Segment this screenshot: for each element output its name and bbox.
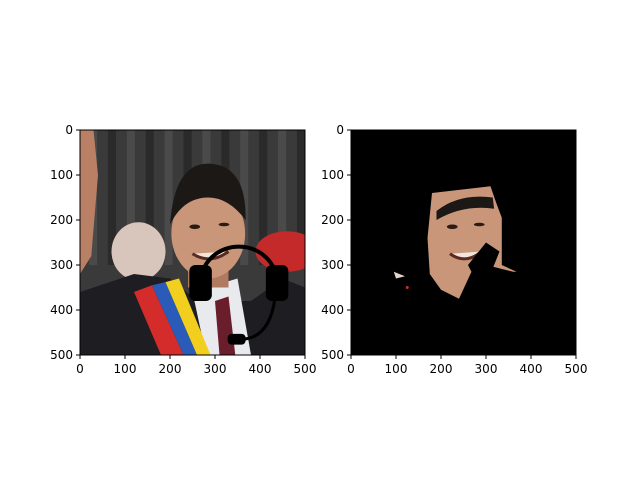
right-ytick-label: 100 (321, 168, 344, 182)
left-xtick-label: 100 (114, 362, 137, 376)
headset-earcup-right (265, 265, 289, 301)
curtain-stripe (259, 130, 268, 265)
mask-face-region (427, 186, 517, 299)
right-ytick-label: 500 (321, 348, 344, 362)
headset-earcup-left (189, 265, 212, 301)
curtain-stripe (145, 130, 154, 265)
right-xtick-label: 300 (475, 362, 498, 376)
left-xtick-label: 200 (159, 362, 182, 376)
sash-yellow (165, 278, 211, 355)
left-xtick-label: 300 (204, 362, 227, 376)
mask-speck (393, 271, 405, 279)
headset-icon (189, 244, 289, 345)
right-xtick-label: 200 (430, 362, 453, 376)
left-ytick-label: 300 (50, 258, 73, 272)
background-red-cap (255, 231, 305, 272)
right-axes-frame (350, 129, 577, 356)
right-ytick-label: 400 (321, 303, 344, 317)
curtain-stripe (240, 130, 249, 265)
headset-mic (227, 333, 246, 345)
left-ytick-label: 200 (50, 213, 73, 227)
mask-headset-cutout (468, 242, 500, 279)
right-xtick-label: 0 (347, 362, 355, 376)
left-axes-frame (79, 129, 306, 356)
right-ytick-label: 0 (336, 123, 344, 137)
sash-red (134, 285, 184, 355)
left-ytick-label: 100 (50, 168, 73, 182)
left-xtick-label: 400 (249, 362, 272, 376)
background-person-head (111, 222, 166, 281)
hair (170, 163, 246, 225)
right-xtick-label: 100 (385, 362, 408, 376)
right-xtick-label: 500 (565, 362, 588, 376)
curtain-stripe (296, 130, 305, 265)
left-ytick-label: 0 (65, 123, 73, 137)
right-ytick-label: 300 (321, 258, 344, 272)
right-eye (218, 222, 230, 227)
left-photo (80, 130, 305, 355)
left-ytick-label: 400 (50, 303, 73, 317)
sash-blue (152, 282, 197, 355)
curtain-stripe (126, 130, 135, 265)
mask-speck-red (405, 286, 409, 289)
left-eye (189, 224, 201, 229)
mask-hairline (436, 196, 495, 220)
mask-right-eye (473, 222, 485, 227)
right-xtick-label: 400 (520, 362, 543, 376)
right-ytick-label: 200 (321, 213, 344, 227)
face (171, 188, 246, 279)
curtain-stripe (164, 130, 173, 265)
left-xtick-label: 500 (294, 362, 317, 376)
raised-hand (80, 130, 98, 274)
left-xtick-label: 0 (76, 362, 84, 376)
curtain-stripe (278, 130, 287, 265)
curtain-stripe (107, 130, 116, 265)
right-mask-image (351, 130, 576, 355)
left-ytick-label: 500 (50, 348, 73, 362)
mask-left-eye (446, 224, 458, 229)
